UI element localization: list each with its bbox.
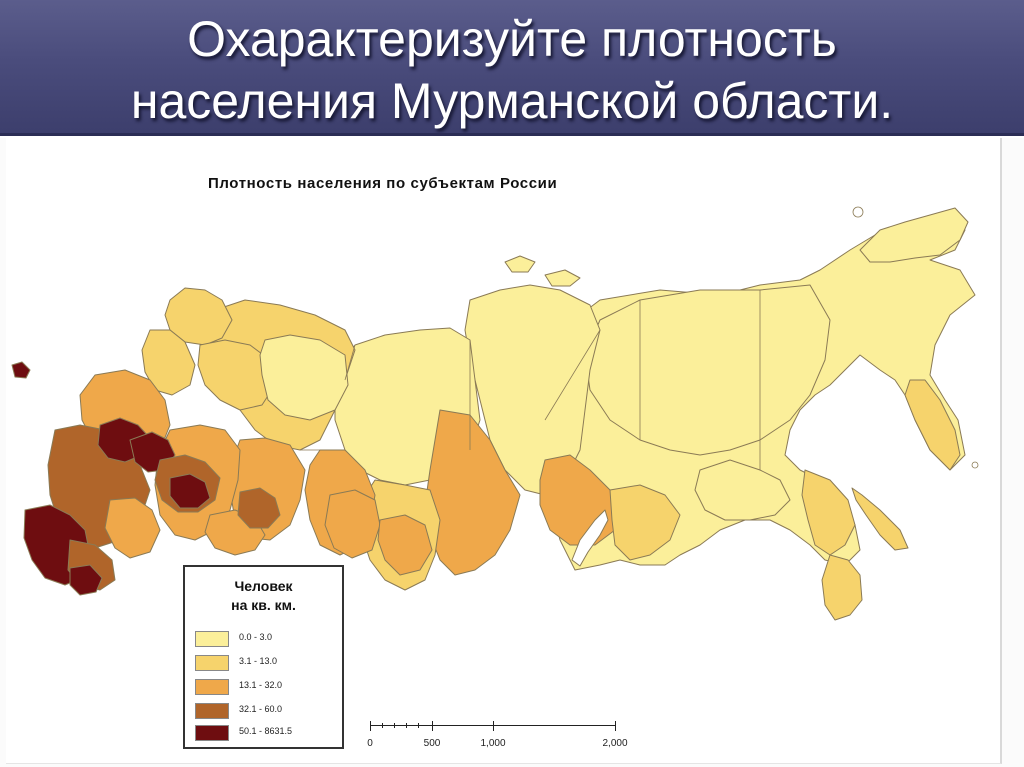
scale-tick xyxy=(493,721,494,731)
scale-tick xyxy=(432,721,433,731)
region-kola-murmansk xyxy=(164,287,233,346)
legend-label: 13.1 - 32.0 xyxy=(239,680,283,690)
region-amur xyxy=(694,459,791,521)
region-tatarstan xyxy=(169,473,211,509)
scale-label: 1,000 xyxy=(480,738,506,749)
island-kuril xyxy=(971,461,979,469)
slide-title-line-1: Охарактеризуйте плотность xyxy=(187,11,837,67)
region-baikal-lake xyxy=(571,509,609,567)
scale-tick xyxy=(370,721,371,731)
scale-label: 2,000 xyxy=(602,738,628,749)
region-lower-volga xyxy=(104,497,161,559)
region-bashkortostan xyxy=(237,487,281,529)
legend-title: Человек на кв. км. xyxy=(185,577,342,615)
region-novosibirsk xyxy=(324,489,381,559)
scale-bar: 0 500 1,000 2,000 xyxy=(360,718,630,758)
legend-row: 0.0 - 3.0 xyxy=(195,631,335,647)
legend-swatch xyxy=(195,655,229,671)
scale-label: 0 xyxy=(367,738,373,749)
legend-row: 50.1 - 8631.5 xyxy=(195,725,335,741)
region-far-south xyxy=(821,554,863,621)
legend-swatch xyxy=(195,703,229,719)
legend-row: 3.1 - 13.0 xyxy=(195,655,335,671)
scale-tick xyxy=(615,721,616,731)
map-legend: Человек на кв. км. 0.0 - 3.0 3.1 - 13.0 … xyxy=(183,565,344,749)
region-primorye xyxy=(801,469,856,556)
legend-swatch xyxy=(195,631,229,647)
region-kemerovo xyxy=(377,514,433,576)
legend-label: 0.0 - 3.0 xyxy=(239,632,273,642)
legend-title-line-2: на кв. км. xyxy=(231,597,296,613)
scale-label: 500 xyxy=(423,738,441,749)
region-south-siberia xyxy=(424,409,521,576)
legend-row: 32.1 - 60.0 xyxy=(195,703,335,719)
slide-title-band: Охарактеризуйте плотность населения Мурм… xyxy=(0,0,1024,136)
slide-title-line-2: населения Мурманской области. xyxy=(130,73,894,129)
map-title: Плотность населения по субъектам России xyxy=(208,175,558,192)
region-taymyr-islands xyxy=(504,255,581,287)
legend-label: 3.1 - 13.0 xyxy=(239,656,278,666)
region-buryatia xyxy=(609,484,681,561)
scale-tick xyxy=(382,723,383,728)
region-chukotka xyxy=(859,207,969,263)
region-arkhangelsk xyxy=(197,339,276,411)
region-komi xyxy=(259,334,349,421)
island-wrangel xyxy=(852,206,864,218)
region-kamchatka xyxy=(904,379,961,471)
legend-swatch xyxy=(195,725,229,741)
legend-label: 50.1 - 8631.5 xyxy=(239,726,293,736)
scale-tick xyxy=(418,723,419,728)
region-sakhalin xyxy=(851,487,909,551)
scale-line xyxy=(370,725,615,726)
legend-label: 32.1 - 60.0 xyxy=(239,704,283,714)
region-internal-borders xyxy=(300,290,761,470)
scale-tick xyxy=(406,723,407,728)
scale-tick xyxy=(394,723,395,728)
legend-row: 13.1 - 32.0 xyxy=(195,679,335,695)
legend-title-line-1: Человек xyxy=(234,578,293,594)
region-kaliningrad xyxy=(11,361,31,379)
slide-title: Охарактеризуйте плотность населения Мурм… xyxy=(0,8,1024,132)
legend-swatch xyxy=(195,679,229,695)
region-caspian-dark xyxy=(69,564,103,596)
region-karelia xyxy=(141,329,196,396)
region-yakutia xyxy=(584,284,831,456)
